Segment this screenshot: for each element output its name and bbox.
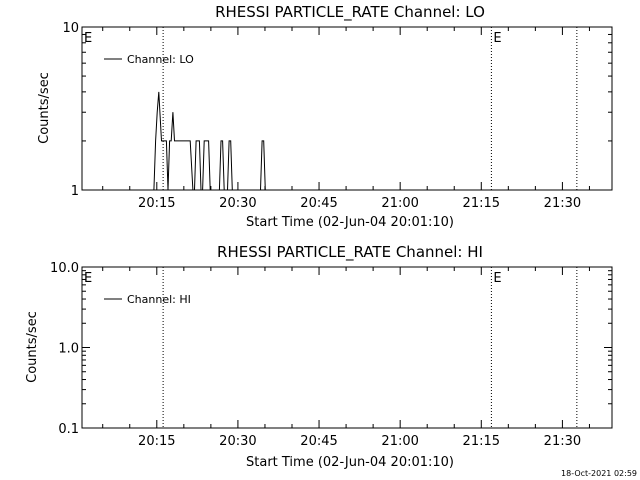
series-line	[82, 91, 612, 191]
x-tick-label: 21:00	[381, 434, 418, 449]
x-tick-label: 21:00	[381, 196, 418, 211]
y-tick-label: 0.1	[58, 422, 79, 437]
x-tick-label: 20:30	[219, 196, 256, 211]
timestamp: 18-Oct-2021 02:59	[561, 469, 637, 478]
y-tick-label: 1	[71, 184, 79, 199]
panel-hi: RHESSI PARTICLE_RATE Channel: HI Start T…	[25, 243, 613, 470]
event-marker-label: E	[493, 31, 501, 46]
x-tick-label: 21:30	[544, 434, 581, 449]
event-marker-label: E	[493, 271, 501, 286]
plot-frame	[81, 266, 613, 429]
chart-title: RHESSI PARTICLE_RATE Channel: LO	[215, 3, 485, 22]
y-tick-label: 1.0	[58, 342, 79, 357]
plot-frame	[81, 26, 613, 191]
x-tick-label: 21:30	[544, 196, 581, 211]
x-tick-label: 20:30	[219, 434, 256, 449]
legend-entry: Channel: HI	[127, 293, 191, 306]
y-tick-label: 10.0	[50, 261, 79, 276]
event-marker-label: E	[84, 31, 92, 46]
y-axis-label: Counts/sec	[25, 311, 40, 383]
y-axis-label: Counts/sec	[37, 72, 52, 144]
x-tick-label: 20:15	[138, 196, 175, 211]
x-tick-label: 20:45	[300, 434, 337, 449]
chart-title: RHESSI PARTICLE_RATE Channel: HI	[217, 243, 483, 262]
x-tick-label: 21:15	[463, 434, 500, 449]
x-axis-label: Start Time (02-Jun-04 20:01:10)	[246, 455, 454, 470]
y-tick-label: 10	[62, 21, 79, 36]
x-tick-label: 21:15	[463, 196, 500, 211]
legend-entry: Channel: LO	[127, 53, 194, 66]
panel-lo: RHESSI PARTICLE_RATE Channel: LO Start T…	[37, 3, 613, 230]
x-tick-label: 20:45	[300, 196, 337, 211]
event-marker-label: E	[84, 271, 92, 286]
x-axis-label: Start Time (02-Jun-04 20:01:10)	[246, 215, 454, 230]
x-tick-label: 20:15	[138, 434, 175, 449]
